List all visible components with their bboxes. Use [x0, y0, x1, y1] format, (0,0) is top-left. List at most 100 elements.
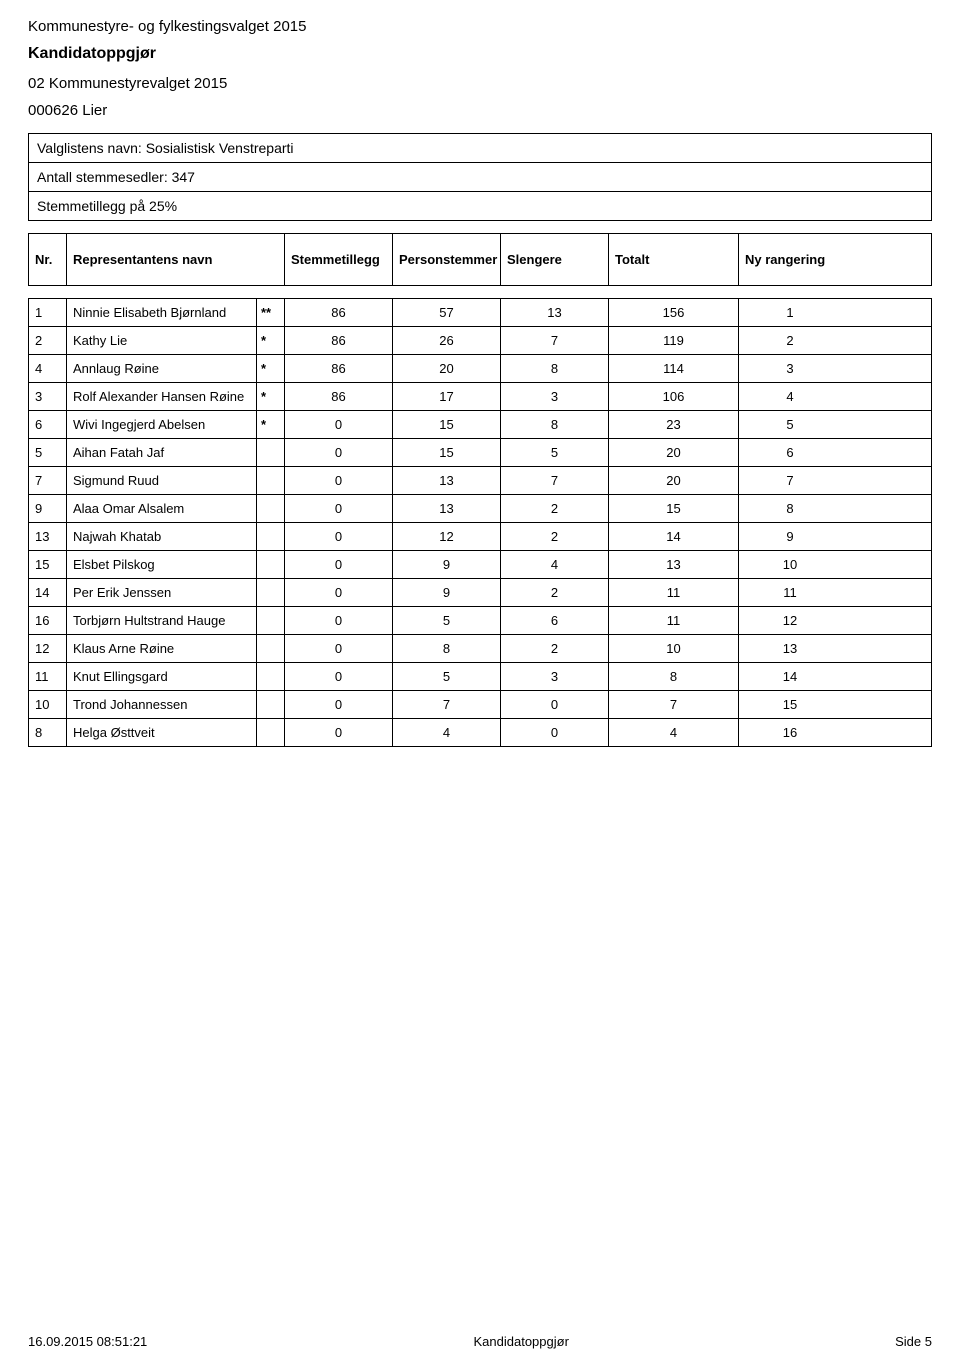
cell-name: Najwah Khatab — [67, 523, 257, 550]
cell-stemmetillegg: 0 — [285, 467, 393, 494]
cell-personstemmer: 15 — [393, 439, 501, 466]
page: Kommunestyre- og fylkestingsvalget 2015 … — [0, 0, 960, 1365]
cell-stemmetillegg: 86 — [285, 299, 393, 326]
cell-slengere: 2 — [501, 579, 609, 606]
cell-name: Aihan Fatah Jaf — [67, 439, 257, 466]
cell-nr: 16 — [29, 607, 67, 634]
cell-slengere: 0 — [501, 719, 609, 746]
cell-nr: 8 — [29, 719, 67, 746]
cell-name: Elsbet Pilskog — [67, 551, 257, 578]
cell-nyrangering: 15 — [739, 691, 841, 718]
cell-slengere: 4 — [501, 551, 609, 578]
cell-name: Kathy Lie — [67, 327, 257, 354]
cell-nyrangering: 14 — [739, 663, 841, 690]
cell-nr: 6 — [29, 411, 67, 438]
footer-timestamp: 16.09.2015 08:51:21 — [28, 1334, 147, 1349]
cell-totalt: 23 — [609, 411, 739, 438]
table-row: 11Knut Ellingsgard053814 — [29, 663, 931, 691]
cell-name: Trond Johannessen — [67, 691, 257, 718]
cell-personstemmer: 13 — [393, 467, 501, 494]
cell-personstemmer: 15 — [393, 411, 501, 438]
table-row: 5Aihan Fatah Jaf0155206 — [29, 439, 931, 467]
table-row: 14Per Erik Jenssen0921111 — [29, 579, 931, 607]
cell-totalt: 10 — [609, 635, 739, 662]
cell-star — [257, 551, 285, 578]
cell-personstemmer: 17 — [393, 383, 501, 410]
cell-name: Annlaug Røine — [67, 355, 257, 382]
cell-nr: 14 — [29, 579, 67, 606]
cell-name: Alaa Omar Alsalem — [67, 495, 257, 522]
page-footer: 16.09.2015 08:51:21 Kandidatoppgjør Side… — [28, 1334, 932, 1349]
cell-personstemmer: 4 — [393, 719, 501, 746]
table-row: 9Alaa Omar Alsalem0132158 — [29, 495, 931, 523]
cell-nyrangering: 4 — [739, 383, 841, 410]
cell-nr: 10 — [29, 691, 67, 718]
cell-nr: 7 — [29, 467, 67, 494]
cell-personstemmer: 12 — [393, 523, 501, 550]
heading-main: Kandidatoppgjør — [28, 45, 932, 63]
heading-sub1: 02 Kommunestyrevalget 2015 — [28, 75, 932, 92]
table-row: 2Kathy Lie*862671192 — [29, 327, 931, 355]
cell-name: Knut Ellingsgard — [67, 663, 257, 690]
cell-star — [257, 523, 285, 550]
cell-nyrangering: 13 — [739, 635, 841, 662]
cell-slengere: 6 — [501, 607, 609, 634]
cell-nyrangering: 6 — [739, 439, 841, 466]
table-row: 3Rolf Alexander Hansen Røine*861731064 — [29, 383, 931, 411]
cell-personstemmer: 7 — [393, 691, 501, 718]
cell-slengere: 5 — [501, 439, 609, 466]
cell-stemmetillegg: 0 — [285, 579, 393, 606]
cell-personstemmer: 13 — [393, 495, 501, 522]
cell-totalt: 11 — [609, 579, 739, 606]
heading-sub2: 000626 Lier — [28, 102, 932, 119]
cell-totalt: 106 — [609, 383, 739, 410]
cell-star — [257, 439, 285, 466]
cell-slengere: 7 — [501, 327, 609, 354]
cell-stemmetillegg: 0 — [285, 607, 393, 634]
cell-star — [257, 467, 285, 494]
col-header-personstemmer: Personstemmer — [393, 234, 501, 285]
cell-slengere: 0 — [501, 691, 609, 718]
info-list-name: Valglistens navn: Sosialistisk Venstrepa… — [29, 134, 931, 163]
cell-stemmetillegg: 0 — [285, 439, 393, 466]
cell-nyrangering: 8 — [739, 495, 841, 522]
cell-totalt: 11 — [609, 607, 739, 634]
cell-personstemmer: 26 — [393, 327, 501, 354]
col-header-name: Representantens navn — [67, 234, 285, 285]
cell-slengere: 13 — [501, 299, 609, 326]
cell-slengere: 2 — [501, 495, 609, 522]
cell-name: Klaus Arne Røine — [67, 635, 257, 662]
cell-name: Per Erik Jenssen — [67, 579, 257, 606]
cell-star — [257, 607, 285, 634]
cell-nyrangering: 10 — [739, 551, 841, 578]
cell-nr: 3 — [29, 383, 67, 410]
cell-nr: 12 — [29, 635, 67, 662]
cell-star — [257, 495, 285, 522]
cell-totalt: 119 — [609, 327, 739, 354]
table-row: 16Torbjørn Hultstrand Hauge0561112 — [29, 607, 931, 635]
cell-nyrangering: 5 — [739, 411, 841, 438]
cell-stemmetillegg: 86 — [285, 355, 393, 382]
footer-center: Kandidatoppgjør — [474, 1334, 569, 1349]
cell-nyrangering: 2 — [739, 327, 841, 354]
table-row: 6Wivi Ingegjerd Abelsen*0158235 — [29, 411, 931, 439]
cell-totalt: 4 — [609, 719, 739, 746]
cell-name: Sigmund Ruud — [67, 467, 257, 494]
cell-slengere: 2 — [501, 523, 609, 550]
table-row: 7Sigmund Ruud0137207 — [29, 467, 931, 495]
cell-nyrangering: 1 — [739, 299, 841, 326]
cell-slengere: 3 — [501, 383, 609, 410]
cell-nr: 1 — [29, 299, 67, 326]
cell-name: Wivi Ingegjerd Abelsen — [67, 411, 257, 438]
cell-star: * — [257, 411, 285, 438]
col-header-nr: Nr. — [29, 234, 67, 285]
table-row: 13Najwah Khatab0122149 — [29, 523, 931, 551]
info-box: Valglistens navn: Sosialistisk Venstrepa… — [28, 133, 932, 221]
cell-nr: 2 — [29, 327, 67, 354]
cell-star — [257, 579, 285, 606]
cell-totalt: 20 — [609, 439, 739, 466]
cell-totalt: 15 — [609, 495, 739, 522]
cell-nr: 15 — [29, 551, 67, 578]
cell-totalt: 20 — [609, 467, 739, 494]
cell-stemmetillegg: 86 — [285, 327, 393, 354]
